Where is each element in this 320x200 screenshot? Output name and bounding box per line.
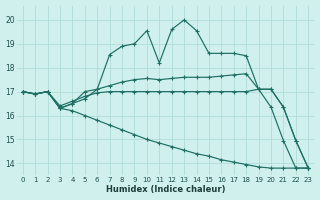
X-axis label: Humidex (Indice chaleur): Humidex (Indice chaleur) — [106, 185, 225, 194]
